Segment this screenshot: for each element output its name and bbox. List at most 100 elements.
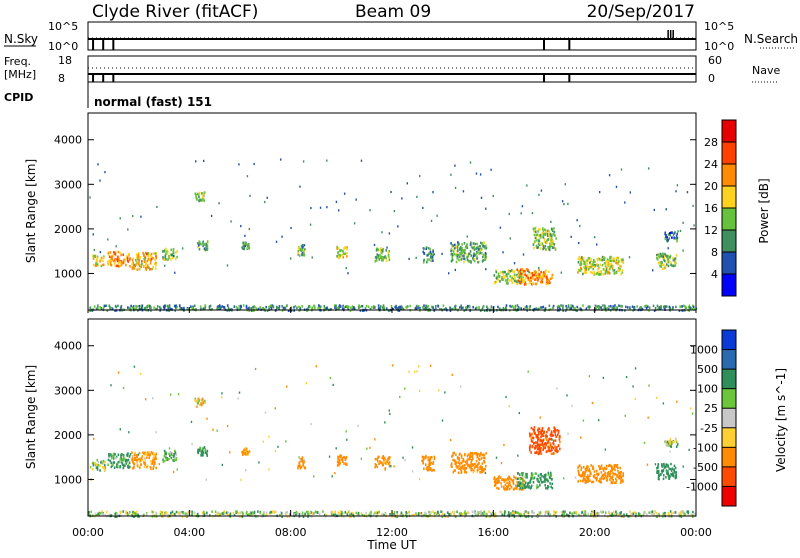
data-cell: [603, 258, 605, 261]
data-cell: [456, 465, 459, 469]
data-cell: [673, 464, 676, 468]
data-cell: [137, 253, 140, 257]
data-cell-sparse: [531, 212, 534, 215]
data-cell: [381, 249, 384, 253]
date-title: 20/Sep/2017: [587, 2, 695, 22]
data-cell: [475, 453, 478, 456]
data-cell: [198, 191, 201, 195]
scatter-patch: [664, 231, 679, 243]
data-cell: [518, 480, 521, 484]
data-cell: [483, 309, 486, 312]
data-cell: [481, 306, 484, 309]
data-cell: [453, 459, 456, 462]
data-cell: [457, 241, 459, 244]
data-cell-sparse: [206, 417, 208, 420]
data-cell: [335, 304, 337, 308]
data-cell: [665, 235, 667, 238]
data-cell: [478, 461, 480, 465]
data-cell: [190, 305, 192, 308]
data-cell-sparse: [629, 191, 632, 194]
power-ytick-label: 2000: [54, 223, 82, 236]
data-cell: [400, 513, 402, 517]
data-cell: [577, 268, 580, 272]
freq-tick-low: 8: [58, 72, 65, 85]
data-cell: [526, 475, 528, 478]
data-cell: [431, 305, 433, 308]
velocity-colorbar-cell: [722, 408, 736, 428]
data-cell: [543, 478, 546, 481]
data-cell: [667, 238, 669, 242]
data-cell: [517, 271, 520, 275]
data-cell: [546, 282, 549, 285]
data-cell: [120, 456, 122, 459]
data-cell: [432, 468, 435, 472]
data-cell: [599, 306, 601, 309]
velocity-colorbar-frame: [721, 329, 737, 507]
data-cell-sparse: [205, 478, 208, 481]
data-cell: [564, 510, 566, 513]
data-cell: [583, 511, 586, 514]
data-cell: [382, 458, 385, 462]
data-cell: [107, 252, 110, 256]
data-cell: [611, 475, 614, 478]
data-cell: [661, 470, 664, 474]
data-cell: [153, 262, 156, 266]
data-cell: [284, 511, 287, 515]
data-cell: [392, 308, 395, 311]
data-cell: [344, 252, 347, 255]
data-cell: [217, 305, 220, 308]
data-cell: [463, 464, 466, 467]
data-cell: [688, 309, 691, 312]
data-cell: [541, 277, 544, 281]
data-cell: [619, 470, 622, 474]
data-cell: [198, 195, 200, 199]
data-cell-sparse: [690, 407, 692, 410]
x-tick-label: 16:00: [477, 526, 509, 539]
data-cell: [133, 465, 135, 469]
data-cell: [466, 454, 469, 458]
data-cell: [534, 270, 536, 273]
data-cell: [110, 461, 113, 465]
data-cell-sparse: [155, 431, 157, 434]
data-cell: [122, 466, 125, 470]
data-cell: [450, 253, 453, 256]
data-cell: [505, 478, 508, 482]
data-cell: [604, 471, 606, 475]
data-cell: [554, 429, 557, 432]
data-cell: [478, 510, 481, 514]
data-cell: [503, 480, 506, 483]
data-cell: [538, 444, 541, 448]
data-cell: [478, 458, 481, 461]
data-cell: [562, 306, 564, 310]
data-cell: [553, 243, 556, 246]
data-cell: [466, 511, 469, 514]
data-cell: [657, 469, 660, 473]
data-cell: [521, 472, 523, 475]
data-cell: [664, 237, 667, 241]
data-cell: [301, 245, 304, 249]
data-cell: [549, 237, 552, 240]
data-cell: [528, 446, 531, 449]
data-cell: [145, 262, 147, 265]
power-colorbar-label: 28: [704, 136, 718, 149]
data-cell: [95, 513, 98, 517]
data-cell: [301, 305, 304, 308]
data-cell: [380, 513, 383, 516]
data-cell: [128, 306, 131, 310]
data-cell: [144, 266, 147, 270]
data-cell: [477, 513, 479, 516]
data-cell: [432, 250, 434, 254]
data-cell: [652, 513, 655, 517]
data-cell: [506, 279, 509, 282]
data-cell: [294, 513, 296, 516]
data-cell: [611, 267, 614, 270]
data-cell-sparse: [240, 478, 242, 481]
data-cell: [596, 511, 599, 515]
data-cell: [432, 510, 434, 513]
data-cell: [659, 473, 662, 476]
data-cell: [598, 305, 600, 308]
data-cell-sparse: [406, 182, 408, 185]
data-cell: [259, 511, 261, 515]
data-cell: [520, 485, 522, 488]
data-cell: [154, 455, 157, 458]
